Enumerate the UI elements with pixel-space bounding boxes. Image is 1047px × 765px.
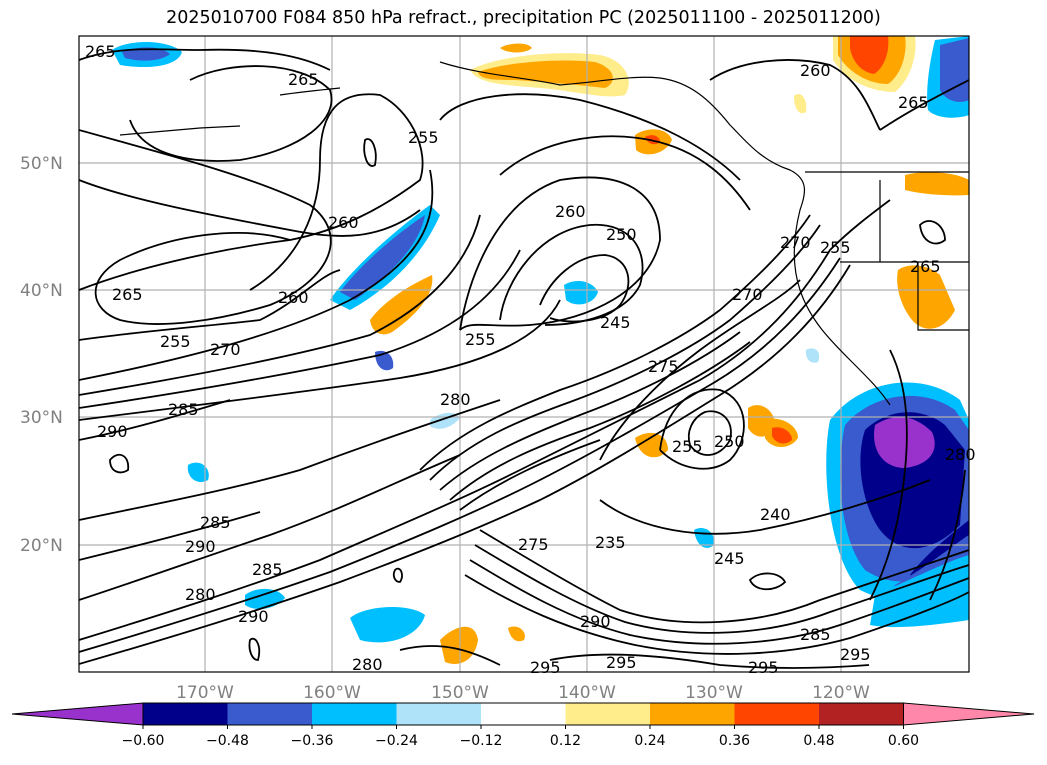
contour-label: 295 <box>530 658 561 677</box>
contour-label: 240 <box>760 505 791 524</box>
colorbar-segment <box>396 703 482 725</box>
contour-label: 260 <box>328 213 359 232</box>
contour-label: 285 <box>200 513 231 532</box>
lon-label: 120°W <box>812 683 870 703</box>
contour-label: 280 <box>352 655 383 674</box>
longitude-labels: 170°W 160°W 150°W 140°W 130°W 120°W <box>176 683 870 703</box>
lat-label: 30°N <box>20 408 63 428</box>
contour-label: 265 <box>112 285 143 304</box>
contour-label: 295 <box>606 653 637 672</box>
contour-label: 245 <box>600 313 631 332</box>
contour-label: 285 <box>252 560 283 579</box>
colorbar-tick-label: −0.36 <box>291 733 334 749</box>
lat-label: 50°N <box>20 154 63 174</box>
colorbar-segment <box>650 703 735 725</box>
contour-label: 275 <box>648 357 679 376</box>
contour-label: 280 <box>945 445 976 464</box>
contour-label: 260 <box>278 288 309 307</box>
colorbar-segment <box>734 703 820 725</box>
colorbar-outline <box>142 702 904 726</box>
contour-label: 265 <box>898 93 929 112</box>
lon-label: 140°W <box>558 683 616 703</box>
contour-label: 290 <box>97 422 128 441</box>
contour-label: 265 <box>85 42 116 61</box>
lon-label: 150°W <box>431 683 489 703</box>
coastline <box>119 61 969 406</box>
colorbar-tick-label: 0.24 <box>634 733 665 749</box>
map-frame <box>78 35 970 673</box>
contour-label: 275 <box>518 535 549 554</box>
contour-label: 290 <box>580 612 611 631</box>
chart-title: 2025010700 F084 850 hPa refract., precip… <box>166 8 881 28</box>
contour-label: 255 <box>672 437 703 456</box>
contour-label: 260 <box>800 61 831 80</box>
lon-label: 130°W <box>685 683 743 703</box>
colorbar-segment <box>143 703 228 725</box>
colorbar-extend-low <box>11 702 144 726</box>
contour-label: 295 <box>748 658 779 677</box>
colorbar-tick-label: −0.60 <box>122 733 165 749</box>
colorbar-tick-label: 0.48 <box>803 733 834 749</box>
contour-label: 245 <box>714 549 745 568</box>
contour-label: 280 <box>440 390 471 409</box>
lon-label: 160°W <box>303 683 361 703</box>
colorbar-segment <box>565 703 651 725</box>
contour-label: 290 <box>238 607 269 626</box>
map-background <box>79 36 969 672</box>
contour-label: 235 <box>595 533 626 552</box>
contour-labels: 265 265 265 265 260 260 260 255 255 255 … <box>85 42 976 677</box>
colorbar-segment <box>312 703 397 725</box>
contour-label: 265 <box>288 70 319 89</box>
latitude-labels: 50°N 40°N 30°N 20°N <box>20 154 63 556</box>
contour-label: 255 <box>465 330 496 349</box>
colorbar-tick-label: −0.12 <box>460 733 503 749</box>
colorbar: −0.60 −0.48 −0.36 −0.24 −0.12 0.12 0.24 0.36 0.4… <box>11 702 1035 749</box>
contour-label: 270 <box>780 233 811 252</box>
colorbar-tick-label: 0.12 <box>550 733 581 749</box>
precip-shading <box>112 36 969 664</box>
contour-label: 250 <box>714 432 745 451</box>
contour-label: 285 <box>800 625 831 644</box>
contour-label: 260 <box>555 202 586 221</box>
contour-label: 280 <box>185 585 216 604</box>
lat-label: 20°N <box>20 536 63 556</box>
contour-label: 255 <box>408 128 439 147</box>
colorbar-segment <box>819 703 904 725</box>
contour-label: 295 <box>840 645 871 664</box>
colorbar-tick-label: −0.24 <box>375 733 418 749</box>
colorbar-tick-label: 0.60 <box>888 733 919 749</box>
contour-label: 255 <box>820 238 851 257</box>
contour-label: 270 <box>732 285 763 304</box>
colorbar-extend-high <box>903 702 1035 726</box>
colorbar-segment <box>481 703 566 725</box>
colorbar-tick-label: 0.36 <box>719 733 750 749</box>
contour-label: 285 <box>168 400 199 419</box>
contour-lines <box>79 48 969 669</box>
colorbar-segment <box>227 703 313 725</box>
contour-label: 270 <box>210 340 241 359</box>
contour-label: 250 <box>606 225 637 244</box>
contour-label: 290 <box>185 537 216 556</box>
contour-label: 255 <box>160 332 191 351</box>
contour-label: 265 <box>910 257 941 276</box>
lat-label: 40°N <box>20 281 63 301</box>
lon-label: 170°W <box>176 683 234 703</box>
colorbar-tick-label: −0.48 <box>206 733 249 749</box>
graticule <box>79 36 969 672</box>
